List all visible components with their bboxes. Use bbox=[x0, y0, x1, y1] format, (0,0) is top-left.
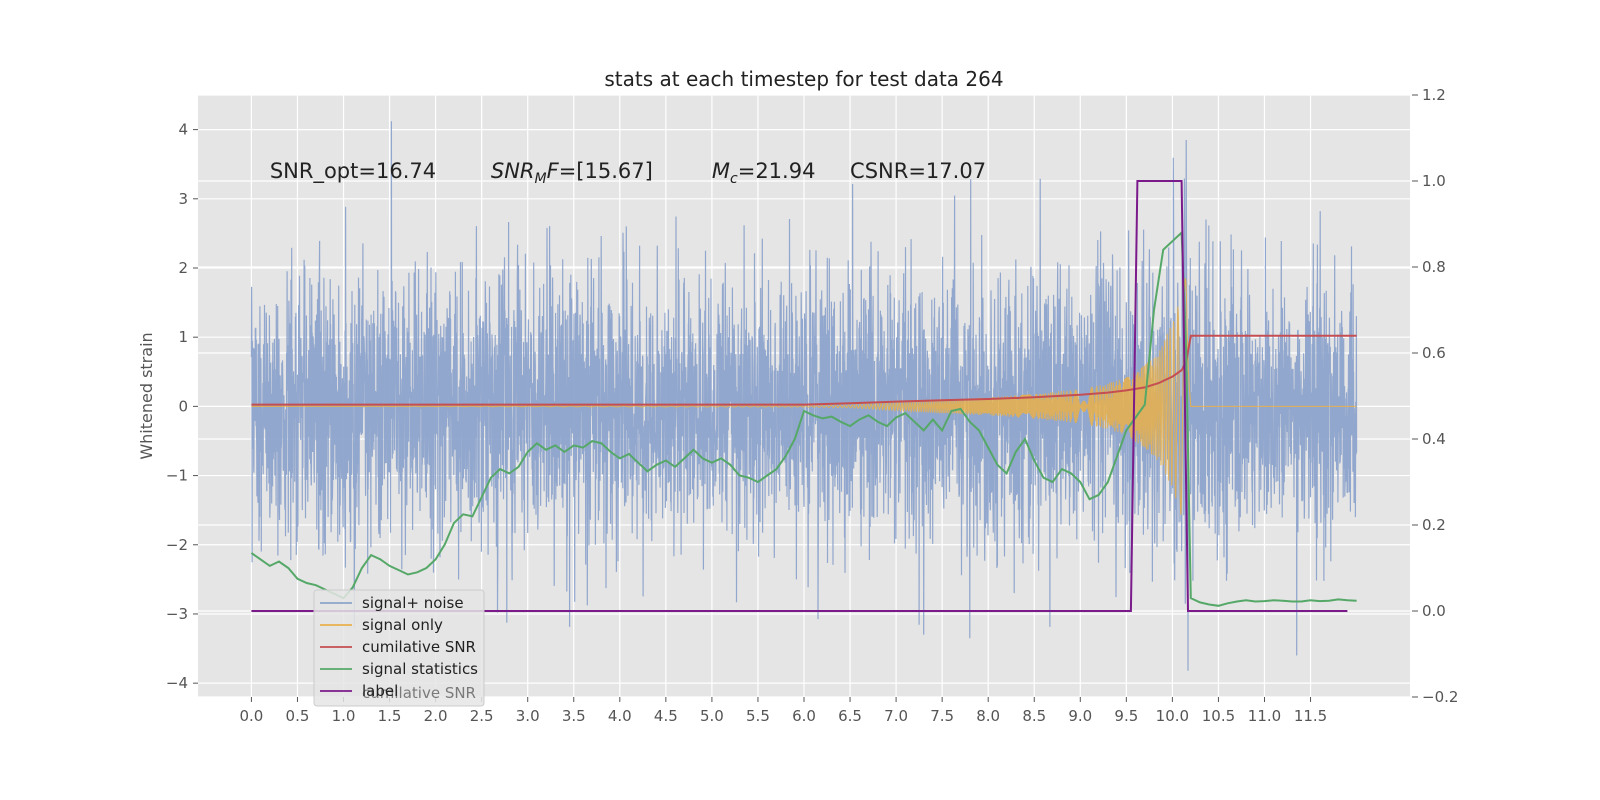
y2-tick-label: 0.4 bbox=[1422, 430, 1446, 448]
legend: cumilative SNR signal+ noise signal only cu… bbox=[313, 589, 485, 707]
y-axis-label: Whitened strain bbox=[137, 332, 156, 459]
y2-tick-label: 1.2 bbox=[1422, 86, 1446, 104]
x-tick-label: 5.5 bbox=[746, 707, 770, 725]
y-tick-label: 4 bbox=[178, 121, 188, 139]
annotations: SNR_opt=16.74 SNRMF=[15.67] Mc=21.94 CSNR=1… bbox=[270, 159, 986, 187]
x-tick-label: 1.5 bbox=[378, 707, 402, 725]
x-tick-label: 6.5 bbox=[838, 707, 862, 725]
x-tick-label: 11.5 bbox=[1294, 707, 1327, 725]
y-tick-label: 0 bbox=[178, 397, 188, 415]
x-tick-label: 2.0 bbox=[424, 707, 448, 725]
legend-entry: signal statistics bbox=[362, 660, 478, 678]
x-tick-label: 7.0 bbox=[884, 707, 908, 725]
y2-tick-label: 0.2 bbox=[1422, 516, 1446, 534]
legend-entry: signal+ noise bbox=[362, 594, 464, 612]
x-tick-label: 3.0 bbox=[516, 707, 540, 725]
legend-entry: label bbox=[362, 682, 398, 700]
y2-tick-label: 1.0 bbox=[1422, 172, 1446, 190]
y-tick-label: 3 bbox=[178, 190, 188, 208]
x-tick-label: 10.0 bbox=[1156, 707, 1189, 725]
x-tick-label: 0.5 bbox=[286, 707, 310, 725]
chart-title: stats at each timestep for test data 264 bbox=[604, 67, 1003, 91]
x-tick-label: 8.5 bbox=[1022, 707, 1046, 725]
series-signal-only bbox=[251, 277, 1357, 515]
series-label bbox=[251, 180, 1348, 612]
y-tick-label: 2 bbox=[178, 259, 188, 277]
x-tick-label: 9.0 bbox=[1068, 707, 1092, 725]
y-tick-label: −3 bbox=[166, 605, 188, 623]
x-tick-label: 3.5 bbox=[562, 707, 586, 725]
x-tick-label: 9.5 bbox=[1114, 707, 1138, 725]
annotation-1: SNR_opt=16.74 bbox=[270, 159, 436, 184]
x-tick-label: 0.0 bbox=[239, 707, 263, 725]
annotation-2: SNRMF=[15.67] bbox=[491, 159, 653, 187]
y-tick-label: −1 bbox=[166, 467, 188, 485]
x-tick-label: 6.0 bbox=[792, 707, 816, 725]
x-tick-label: 5.0 bbox=[700, 707, 724, 725]
y-tick-label: 1 bbox=[178, 328, 188, 346]
legend-box bbox=[313, 589, 485, 707]
y2-tick-label: 0.8 bbox=[1422, 258, 1446, 276]
x-tick-label: 10.5 bbox=[1202, 707, 1235, 725]
x-tick-label: 4.5 bbox=[654, 707, 678, 725]
y-tick-label: −4 bbox=[166, 674, 188, 692]
x-tick-label: 1.0 bbox=[332, 707, 356, 725]
legend-entry: cumilative SNR bbox=[362, 638, 476, 656]
legend-ghost-text: cumilative SNR bbox=[362, 684, 476, 702]
axes: 0.0 0.5 1.0 1.5 2.0 2.5 3.0 3.5 4.0 4.5 5.0 5.5 6.0 6… bbox=[166, 86, 1459, 725]
series-layer bbox=[250, 121, 1358, 671]
y2-tick-label: −0.2 bbox=[1422, 688, 1458, 706]
y2-tick-label: 0.6 bbox=[1422, 344, 1446, 362]
y-tick-label: −2 bbox=[166, 536, 188, 554]
series-signal-statistics bbox=[250, 230, 1357, 607]
series-cumilative-snr bbox=[251, 334, 1357, 406]
x-tick-label: 2.5 bbox=[470, 707, 494, 725]
annotation-4: CSNR=17.07 bbox=[850, 159, 986, 183]
x-tick-label: 7.5 bbox=[930, 707, 954, 725]
legend-entry: signal only bbox=[362, 616, 443, 634]
x-tick-label: 11.0 bbox=[1248, 707, 1281, 725]
x-tick-label: 4.0 bbox=[608, 707, 632, 725]
y2-tick-label: 0.0 bbox=[1422, 602, 1446, 620]
annotation-3: Mc=21.94 bbox=[712, 159, 816, 187]
x-tick-label: 8.0 bbox=[976, 707, 1000, 725]
